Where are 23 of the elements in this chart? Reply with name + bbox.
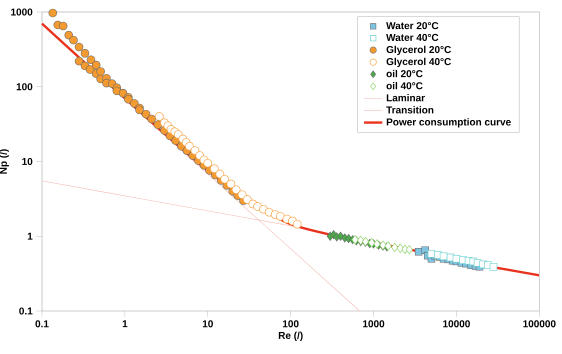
x-tick-label: 100	[282, 320, 299, 328]
legend-label: Water 40°C	[386, 34, 438, 41]
y-tick-label: 1000	[11, 8, 32, 16]
legend-label: Glycerol 20°C	[386, 46, 451, 56]
x-tick-label: 10000	[443, 320, 470, 328]
y-tick-label: 10	[22, 158, 32, 166]
y-axis-title: Np (/)	[0, 149, 9, 174]
legend-label: Water 20°C	[386, 22, 438, 30]
legend-label: oil 40°C	[386, 82, 423, 90]
x-tick-label: 1000	[363, 320, 384, 328]
x-tick-label: 0.1	[35, 320, 49, 328]
x-tick-label: 1	[122, 320, 128, 328]
legend-label: Transition	[386, 106, 434, 114]
x-axis-title: Re (/)	[278, 332, 303, 341]
legend-label: Power consumption curve	[386, 118, 511, 128]
x-tick-label: 10	[202, 320, 213, 328]
legend-label: Glycerol 40°C	[386, 58, 451, 68]
y-tick-label: 100	[16, 83, 32, 90]
y-tick-label: 1	[28, 232, 32, 240]
x-tick-label: 100000	[523, 320, 556, 328]
legend-label: oil 20°C	[386, 70, 423, 78]
y-tick-label: 0.1	[19, 307, 32, 315]
legend-label: Laminar	[386, 94, 425, 102]
